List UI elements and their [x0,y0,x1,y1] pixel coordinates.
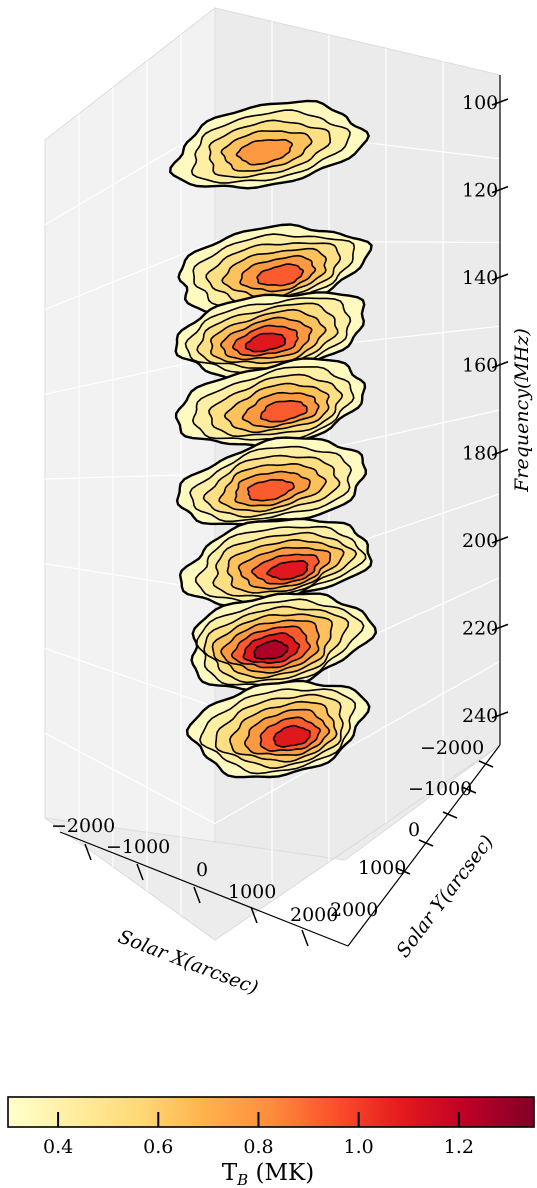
frequency-tick-label: 200 [462,530,498,552]
solar-x-tick [250,906,258,924]
solar-y-tick [442,811,458,819]
solar-y-axis-label: Solar Y(arcsec) [392,831,498,962]
frequency-tick-label: 180 [462,442,498,464]
solar-x-tick-label: 2000 [290,904,338,926]
solar-y-tick [461,786,477,794]
solar-x-tick [84,843,92,861]
colorbar-tick-label: 0.6 [143,1136,173,1158]
frequency-tick-label: 140 [462,267,498,289]
frequency-tick-label: 240 [462,705,498,727]
contour-level [244,332,286,353]
contour-layers [169,99,378,779]
solar-y-tick-label: 2000 [330,899,378,921]
contour-level [246,478,295,502]
grid-line [44,732,216,825]
solar-x-axis-label: Solar X(arcsec) [115,926,261,1000]
colorbar-bar [7,1096,535,1128]
frequency-tick [491,185,509,194]
frequency-tick [491,98,509,106]
colorbar: 0.4 0.6 0.8 1.0 1.2 TB (MK) [7,1096,535,1188]
colorbar-tick-label: 1.2 [444,1136,474,1158]
contour-layer [174,357,367,450]
solar-x-tick-label: −2000 [51,815,115,837]
solar-y-tick [478,760,494,768]
solar-x-tick-label: 0 [196,859,208,881]
contour-level [256,263,305,287]
colorbar-tick-label: 1.0 [344,1136,374,1158]
grid-line [44,647,216,708]
grid-line [214,660,501,825]
solar-y-tick [395,867,411,875]
solar-x-tick [193,886,201,904]
frequency-tick [491,360,509,369]
colorbar-tick-label: 0.4 [43,1136,73,1158]
colorbar-tick-label: 0.8 [243,1136,273,1158]
contour-layer [190,592,378,692]
frequency-tick [491,273,509,281]
grid-lines [44,21,501,916]
grid-line [44,356,216,395]
frequency-tick-label: 160 [462,355,498,377]
contour-layer [175,436,367,526]
solar-x-tick [136,863,144,881]
contour-layer [169,99,370,190]
solar-y-tick-label: −2000 [420,737,484,759]
solar-x-tick-label: −1000 [106,836,170,858]
solar-x-axis-line [59,831,349,947]
grid-line [44,240,216,311]
solar-y-tick [418,839,434,847]
frequency-axis-label: Frequency(MHz) [511,328,533,493]
solar-y-tick-label: −1000 [408,778,472,800]
solar-x-tick [301,929,309,947]
frequency-tick [491,711,509,719]
frequency-tick [491,536,509,544]
contour-level [266,560,309,581]
contour-level [272,724,311,748]
colorbar-label: TB (MK) [222,1160,314,1188]
frequency-axis: 100 120 140 160 180 200 220 240 Frequency(MHz) [462,75,533,745]
frequency-tick [491,448,509,457]
contour-level [235,138,293,166]
solar-y-tick-label: 0 [408,819,420,841]
solar-y-axis-line [347,744,501,947]
frequency-tick [491,623,509,632]
frequency-tick-label: 120 [462,180,498,202]
contour-layer [178,517,373,608]
grid-line [44,473,216,480]
contour-level [259,400,308,423]
frequency-tick-label: 220 [462,617,498,639]
frequency-tick-label: 100 [462,92,498,114]
contour-layer [185,679,371,779]
solar-x-tick-label: 1000 [228,881,276,903]
solar-y-tick-label: 1000 [358,857,406,879]
contour-level [253,639,289,660]
